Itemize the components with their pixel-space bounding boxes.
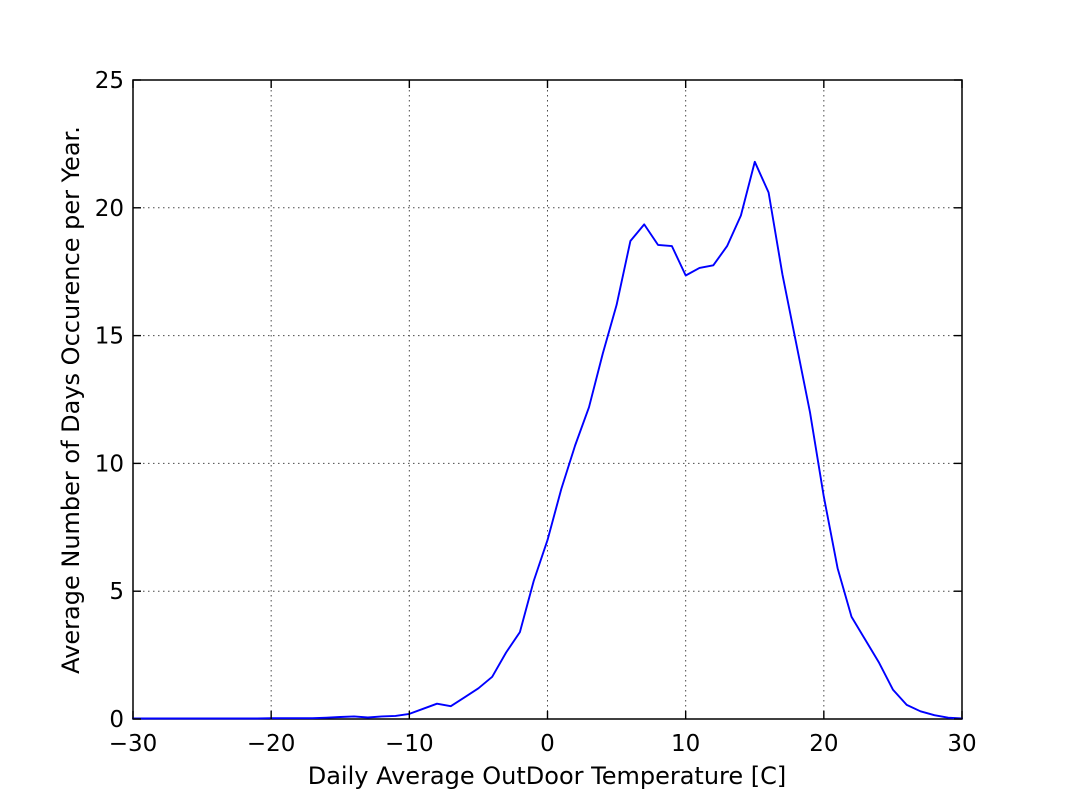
- x-tick-label-10: 10: [671, 731, 700, 757]
- y-tick-label-15: 15: [95, 324, 124, 350]
- y-tick-label-0: 0: [109, 707, 124, 733]
- x-tick-label--10: −10: [385, 731, 434, 757]
- y-tick-label-5: 5: [109, 579, 124, 605]
- x-tick-label-30: 30: [947, 731, 976, 757]
- y-tick-label-20: 20: [95, 196, 124, 222]
- x-axis-label: Daily Average OutDoor Temperature [C]: [307, 762, 787, 790]
- x-tick-label--30: −30: [109, 731, 158, 757]
- y-tick-label-10: 10: [95, 451, 124, 477]
- y-axis-label: Average Number of Days Occurence per Yea…: [57, 126, 85, 674]
- x-tick-label-0: 0: [540, 731, 555, 757]
- y-tick-label-25: 25: [95, 68, 124, 94]
- x-tick-label-20: 20: [809, 731, 838, 757]
- x-tick-label--20: −20: [247, 731, 296, 757]
